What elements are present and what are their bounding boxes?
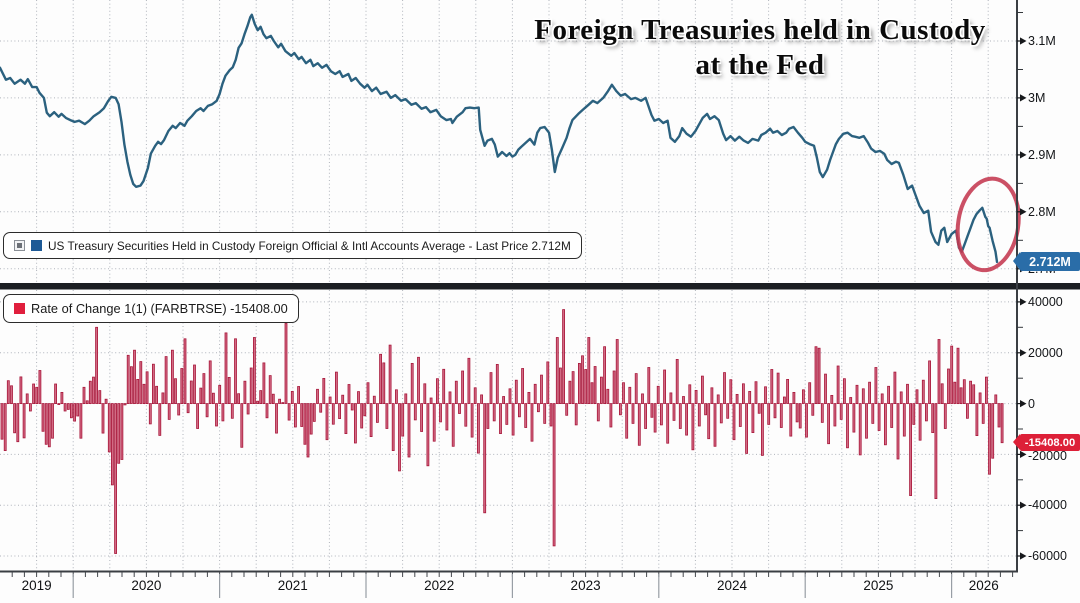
x-axis-year-label: 2026	[968, 578, 999, 593]
rate-of-change-bars	[0, 309, 1004, 554]
y-tick-label-top: 3.1M	[1028, 33, 1056, 48]
bottom-series-swatch-icon	[14, 303, 25, 314]
x-axis-year-label: 2024	[716, 578, 748, 593]
x-axis-year-label: 2020	[131, 578, 162, 593]
top-series-legend-label: US Treasury Securities Held in Custody F…	[48, 238, 571, 253]
bottom-series-legend[interactable]: Rate of Change 1(1) (FARBTRSE) -15408.00	[3, 294, 299, 323]
x-axis-year-label: 2021	[277, 578, 308, 593]
x-axis-year-label: 2023	[570, 578, 601, 593]
y-tick-label-bottom: -40000	[1028, 498, 1067, 513]
y-tick-label-top: 2.8M	[1028, 204, 1056, 219]
y-tick-label-bottom: 20000	[1028, 345, 1063, 360]
legend-collapse-icon[interactable]	[14, 240, 25, 251]
last-change-badge-text: -15408.00	[1024, 436, 1076, 449]
y-tick-label-bottom: 0	[1028, 396, 1035, 411]
y-tick-label-top: 3M	[1028, 90, 1046, 105]
last-price-badge: 2.712M	[1013, 252, 1080, 271]
x-axis-year-label: 2019	[21, 578, 52, 593]
last-price-badge-text: 2.712M	[1029, 254, 1071, 269]
x-axis-year-label: 2025	[863, 578, 894, 593]
top-series-legend[interactable]: US Treasury Securities Held in Custody F…	[3, 232, 582, 259]
badge-pointer-icon	[1013, 434, 1020, 450]
y-tick-label-bottom: 40000	[1028, 294, 1063, 309]
custody-holdings-line	[0, 13, 999, 264]
x-axis-year-label: 2022	[424, 578, 455, 593]
bottom-series-legend-label: Rate of Change 1(1) (FARBTRSE) -15408.00	[31, 301, 288, 316]
y-tick-label-bottom: -20000	[1028, 449, 1067, 464]
badge-pointer-icon	[1013, 252, 1020, 270]
top-series-swatch-icon	[31, 240, 42, 251]
y-tick-label-bottom: -60000	[1028, 549, 1067, 563]
last-change-badge: -15408.00	[1013, 434, 1080, 451]
y-tick-label-top: 2.9M	[1028, 147, 1056, 162]
